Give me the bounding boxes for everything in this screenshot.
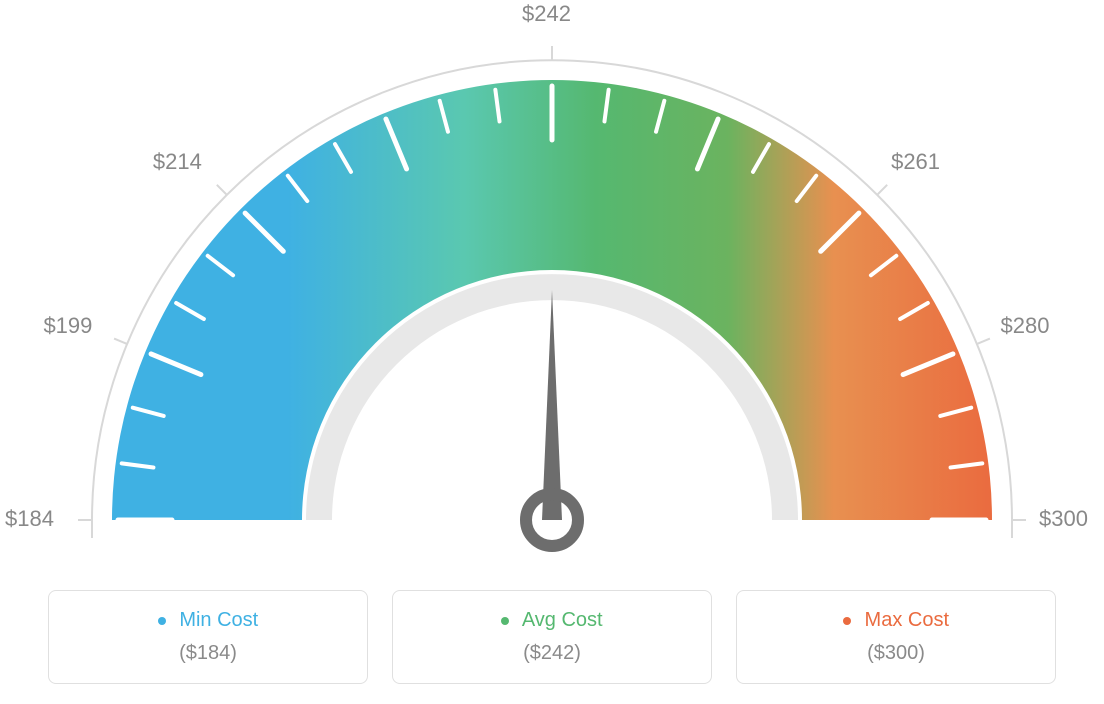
- legend-min-cost: Min Cost ($184): [48, 590, 368, 684]
- gauge-tick-label: $300: [1039, 506, 1088, 532]
- gauge-tick-label: $184: [5, 506, 54, 532]
- gauge-svg: [20, 20, 1084, 560]
- legend-avg-label: Avg Cost: [522, 609, 603, 631]
- gauge-tick-label: $199: [43, 313, 92, 339]
- gauge-tick-label: $242: [522, 1, 571, 27]
- legend-min-label: Min Cost: [179, 609, 258, 631]
- gauge-tick-label: $261: [891, 149, 940, 175]
- legend-min-value: ($184): [69, 642, 347, 665]
- cost-gauge-chart: $184$199$214$242$261$280$300: [20, 20, 1084, 560]
- legend-max-cost: Max Cost ($300): [736, 590, 1056, 684]
- dot-icon: [501, 617, 509, 625]
- dot-icon: [843, 617, 851, 625]
- legend-max-value: ($300): [757, 642, 1035, 665]
- legend-avg-value: ($242): [413, 642, 691, 665]
- legend-max-label: Max Cost: [865, 609, 949, 631]
- gauge-tick-label: $214: [153, 149, 202, 175]
- gauge-tick-label: $280: [1001, 313, 1050, 339]
- legend-row: Min Cost ($184) Avg Cost ($242) Max Cost…: [20, 590, 1084, 684]
- dot-icon: [158, 617, 166, 625]
- legend-avg-cost: Avg Cost ($242): [392, 590, 712, 684]
